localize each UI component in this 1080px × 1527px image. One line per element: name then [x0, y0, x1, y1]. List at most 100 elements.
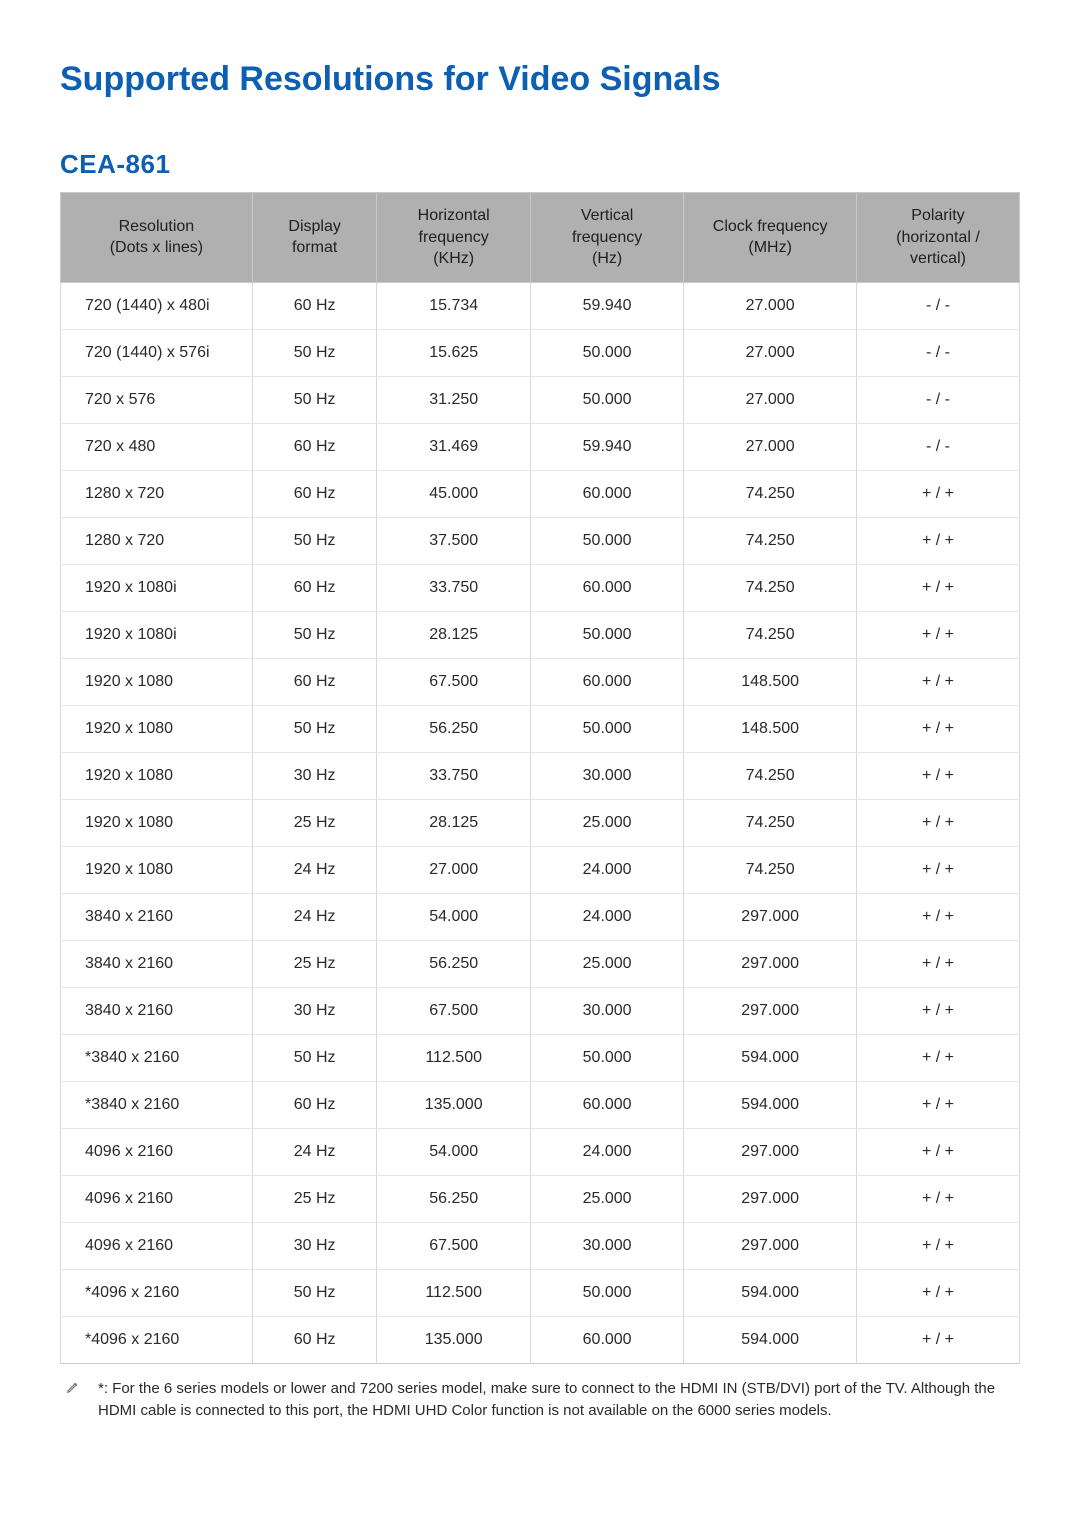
table-header-cell: Displayformat — [252, 193, 377, 283]
table-cell: *4096 x 2160 — [61, 1269, 253, 1316]
table-cell: 594.000 — [684, 1034, 857, 1081]
table-cell: 74.250 — [684, 470, 857, 517]
table-cell: 24 Hz — [252, 1128, 377, 1175]
table-cell: 25 Hz — [252, 799, 377, 846]
table-header-cell: Verticalfrequency(Hz) — [530, 193, 683, 283]
table-row: 1920 x 108060 Hz67.50060.000148.500+ / + — [61, 658, 1020, 705]
table-row: 3840 x 216024 Hz54.00024.000297.000+ / + — [61, 893, 1020, 940]
table-cell: 30.000 — [530, 752, 683, 799]
table-cell: 148.500 — [684, 658, 857, 705]
table-cell: 50.000 — [530, 1034, 683, 1081]
table-cell: 24 Hz — [252, 893, 377, 940]
table-cell: 50 Hz — [252, 1034, 377, 1081]
table-cell: 59.940 — [530, 282, 683, 329]
table-cell: 297.000 — [684, 940, 857, 987]
table-row: 3840 x 216025 Hz56.25025.000297.000+ / + — [61, 940, 1020, 987]
table-row: 720 (1440) x 576i50 Hz15.62550.00027.000… — [61, 329, 1020, 376]
table-cell: 15.625 — [377, 329, 530, 376]
table-row: 1920 x 108050 Hz56.25050.000148.500+ / + — [61, 705, 1020, 752]
table-cell: 15.734 — [377, 282, 530, 329]
table-cell: - / - — [856, 282, 1019, 329]
table-cell: 297.000 — [684, 1222, 857, 1269]
table-cell: 25.000 — [530, 1175, 683, 1222]
table-cell: 27.000 — [684, 376, 857, 423]
table-cell: + / + — [856, 1269, 1019, 1316]
table-cell: 45.000 — [377, 470, 530, 517]
table-cell: 27.000 — [684, 423, 857, 470]
table-header-cell: Horizontalfrequency(KHz) — [377, 193, 530, 283]
table-cell: + / + — [856, 1034, 1019, 1081]
table-cell: 50.000 — [530, 705, 683, 752]
table-row: 720 x 48060 Hz31.46959.94027.000- / - — [61, 423, 1020, 470]
table-cell: + / + — [856, 893, 1019, 940]
table-cell: 50.000 — [530, 329, 683, 376]
table-cell: 28.125 — [377, 799, 530, 846]
table-cell: 60.000 — [530, 564, 683, 611]
table-cell: 60 Hz — [252, 658, 377, 705]
table-cell: 30 Hz — [252, 752, 377, 799]
table-cell: 74.250 — [684, 564, 857, 611]
table-cell: + / + — [856, 1175, 1019, 1222]
page-title: Supported Resolutions for Video Signals — [60, 60, 1020, 99]
table-cell: 3840 x 2160 — [61, 893, 253, 940]
table-cell: + / + — [856, 940, 1019, 987]
table-row: 1920 x 108025 Hz28.12525.00074.250+ / + — [61, 799, 1020, 846]
table-cell: 594.000 — [684, 1269, 857, 1316]
table-cell: + / + — [856, 1316, 1019, 1363]
table-row: 4096 x 216025 Hz56.25025.000297.000+ / + — [61, 1175, 1020, 1222]
table-cell: + / + — [856, 1222, 1019, 1269]
table-cell: 25 Hz — [252, 940, 377, 987]
table-cell: 54.000 — [377, 893, 530, 940]
table-cell: 31.250 — [377, 376, 530, 423]
table-cell: 24.000 — [530, 846, 683, 893]
table-row: 1920 x 108024 Hz27.00024.00074.250+ / + — [61, 846, 1020, 893]
table-cell: + / + — [856, 517, 1019, 564]
table-cell: 74.250 — [684, 752, 857, 799]
table-cell: 56.250 — [377, 1175, 530, 1222]
table-cell: 60 Hz — [252, 1081, 377, 1128]
table-cell: 67.500 — [377, 1222, 530, 1269]
table-row: 1920 x 108030 Hz33.75030.00074.250+ / + — [61, 752, 1020, 799]
table-cell: - / - — [856, 423, 1019, 470]
table-header-row: Resolution(Dots x lines)DisplayformatHor… — [61, 193, 1020, 283]
table-cell: 50.000 — [530, 517, 683, 564]
table-cell: 594.000 — [684, 1316, 857, 1363]
table-cell: 50 Hz — [252, 611, 377, 658]
table-cell: 4096 x 2160 — [61, 1175, 253, 1222]
table-cell: 30.000 — [530, 1222, 683, 1269]
table-row: 1920 x 1080i50 Hz28.12550.00074.250+ / + — [61, 611, 1020, 658]
table-cell: 1920 x 1080i — [61, 564, 253, 611]
table-cell: 1280 x 720 — [61, 470, 253, 517]
table-cell: 3840 x 2160 — [61, 940, 253, 987]
table-cell: 60.000 — [530, 1081, 683, 1128]
table-cell: 1920 x 1080 — [61, 846, 253, 893]
table-cell: 25.000 — [530, 799, 683, 846]
resolution-table: Resolution(Dots x lines)DisplayformatHor… — [60, 192, 1020, 1364]
table-cell: 50.000 — [530, 376, 683, 423]
page: Supported Resolutions for Video Signals … — [0, 0, 1080, 1463]
table-cell: 30 Hz — [252, 987, 377, 1034]
table-cell: 297.000 — [684, 1175, 857, 1222]
table-cell: 25 Hz — [252, 1175, 377, 1222]
table-header-cell: Resolution(Dots x lines) — [61, 193, 253, 283]
table-cell: 50 Hz — [252, 329, 377, 376]
table-cell: + / + — [856, 564, 1019, 611]
table-cell: 33.750 — [377, 752, 530, 799]
table-row: 720 x 57650 Hz31.25050.00027.000- / - — [61, 376, 1020, 423]
table-row: 720 (1440) x 480i60 Hz15.73459.94027.000… — [61, 282, 1020, 329]
table-cell: + / + — [856, 1081, 1019, 1128]
table-cell: 112.500 — [377, 1034, 530, 1081]
table-cell: 30 Hz — [252, 1222, 377, 1269]
table-cell: 720 (1440) x 480i — [61, 282, 253, 329]
table-cell: 33.750 — [377, 564, 530, 611]
table-cell: 27.000 — [684, 282, 857, 329]
table-cell: 37.500 — [377, 517, 530, 564]
table-cell: 60.000 — [530, 1316, 683, 1363]
table-cell: 594.000 — [684, 1081, 857, 1128]
table-header-cell: Polarity(horizontal /vertical) — [856, 193, 1019, 283]
table-cell: + / + — [856, 470, 1019, 517]
table-cell: 720 (1440) x 576i — [61, 329, 253, 376]
table-cell: 1920 x 1080i — [61, 611, 253, 658]
table-cell: 31.469 — [377, 423, 530, 470]
table-cell: 54.000 — [377, 1128, 530, 1175]
